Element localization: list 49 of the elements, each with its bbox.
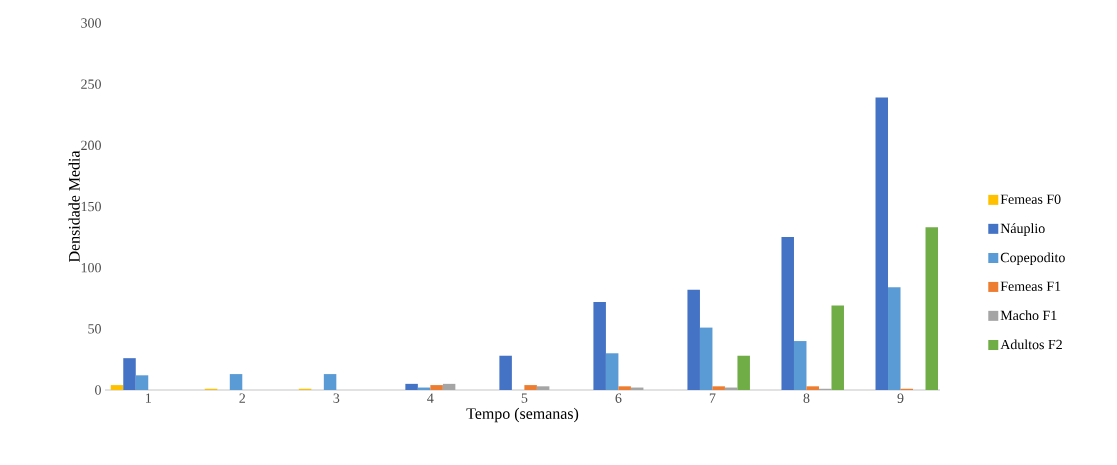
legend-label: Náuplio [1000,223,1045,236]
y-tick-label: 0 [95,385,101,395]
bar [699,327,713,390]
legend-label: Femeas F1 [1000,281,1061,291]
y-tick-label: 250 [81,79,101,89]
bar [925,227,939,390]
x-tick-label: 7 [709,393,716,403]
bar [229,374,243,390]
y-tick-label: 300 [81,18,101,28]
legend-label: Femeas F0 [1000,194,1061,204]
bar [135,375,149,390]
legend-label: Macho F1 [1000,310,1057,321]
bar [499,355,512,390]
bar [524,385,537,390]
x-tick-label: 8 [803,393,810,403]
x-tick-label: 1 [146,393,151,403]
bar [536,386,550,390]
bar [605,353,619,390]
bar [323,374,337,390]
y-tick-label: 100 [81,262,101,273]
x-tick-label: 9 [897,393,904,403]
bar [712,386,725,390]
y-axis-title: Densidade Media [68,150,80,263]
bar [618,386,631,390]
bar [430,385,443,390]
bar [875,97,889,390]
bar [687,289,700,390]
y-tick-label: 50 [88,324,101,334]
bar [831,305,844,390]
x-tick-label: 6 [615,393,622,403]
bar [737,355,750,390]
bar [888,287,901,390]
x-tick-label: 2 [239,393,246,403]
bar [405,383,418,390]
x-tick-label: 4 [427,393,434,403]
bar [806,386,819,390]
bar [110,385,124,390]
bar [793,341,807,390]
x-axis-title: Tempo (semanas) [466,407,579,423]
legend-label: Adultos F2 [1000,339,1062,350]
bar [123,358,136,390]
bar [442,383,456,390]
bar [781,237,794,390]
x-tick-label: 5 [521,393,528,403]
y-tick-label: 150 [81,201,101,212]
y-tick-label: 200 [81,140,101,151]
bar [593,301,606,390]
legend-label: Copepodito [1000,252,1065,266]
x-tick-label: 3 [333,393,340,403]
